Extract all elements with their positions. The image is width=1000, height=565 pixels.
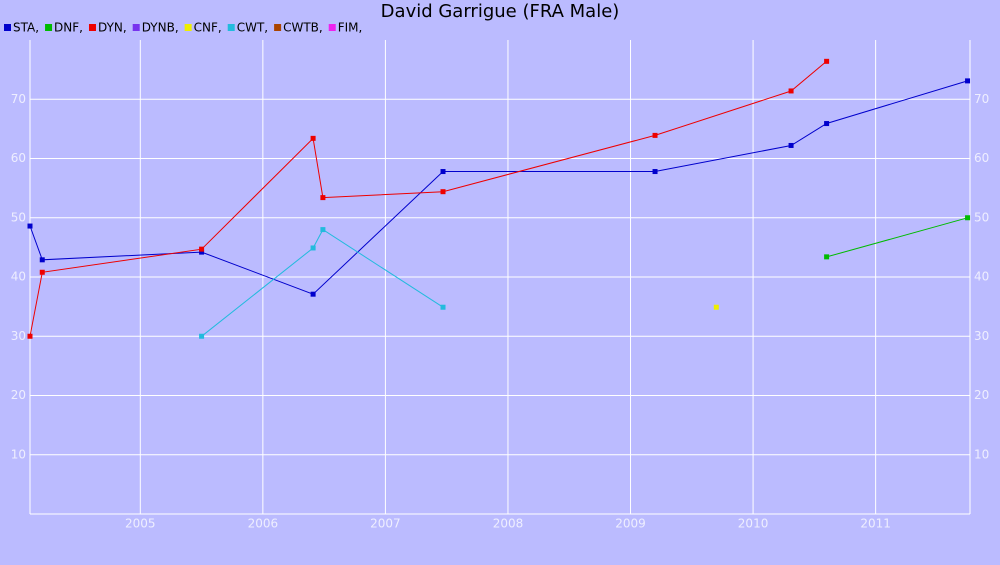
point-marker — [440, 189, 446, 195]
y2-tick-label: 40 — [974, 270, 989, 284]
legend-label: DNF, — [54, 21, 83, 35]
y-tick-label: 10 — [11, 447, 26, 461]
x-tick-label: 2011 — [860, 517, 891, 531]
legend-label: FIM, — [338, 21, 363, 35]
point-marker — [788, 88, 794, 94]
legend-label: STA, — [13, 21, 39, 35]
legend-swatch — [45, 24, 53, 31]
legend-swatch — [88, 24, 96, 31]
point-marker — [824, 121, 830, 127]
legend-label: DYN, — [98, 21, 127, 35]
x-tick-label: 2009 — [615, 517, 646, 531]
y2-tick-label: 50 — [974, 210, 989, 224]
legend-swatch — [184, 24, 192, 31]
point-marker — [788, 142, 794, 148]
y-tick-label: 20 — [11, 388, 26, 402]
x-tick-label: 2005 — [125, 517, 156, 531]
point-marker — [713, 304, 719, 310]
x-tick-label: 2006 — [248, 517, 279, 531]
point-marker — [310, 135, 316, 141]
point-marker — [440, 304, 446, 310]
point-marker — [824, 254, 830, 260]
y2-tick-label: 30 — [974, 329, 989, 343]
y2-tick-label: 60 — [974, 151, 989, 165]
point-marker — [320, 227, 326, 233]
point-marker — [199, 333, 205, 339]
point-marker — [824, 58, 830, 64]
point-marker — [440, 169, 446, 175]
x-tick-label: 2007 — [370, 517, 401, 531]
legend-swatch — [132, 24, 140, 31]
point-marker — [310, 245, 316, 251]
legend-label: CNF, — [194, 21, 222, 35]
point-marker — [199, 249, 205, 255]
chart-title: David Garrigue (FRA Male) — [381, 1, 620, 22]
y-tick-label: 40 — [11, 270, 26, 284]
point-marker — [310, 291, 316, 297]
legend-swatch — [227, 24, 235, 31]
y-tick-label: 50 — [11, 210, 26, 224]
point-marker — [652, 132, 658, 138]
y-tick-label: 30 — [11, 329, 26, 343]
series-line — [826, 217, 968, 258]
point-marker — [27, 333, 33, 339]
point-marker — [199, 246, 205, 252]
legend-swatch — [274, 24, 282, 31]
series-line — [201, 228, 444, 337]
y2-tick-label: 70 — [974, 92, 989, 106]
point-marker — [965, 78, 971, 84]
legend-swatch — [4, 24, 11, 31]
y2-tick-label: 10 — [974, 447, 989, 461]
point-marker — [39, 257, 45, 263]
point-marker — [965, 215, 971, 221]
y-tick-label: 70 — [11, 92, 26, 106]
legend-label: CWT, — [237, 21, 268, 35]
legend-swatch — [328, 24, 336, 31]
point-marker — [39, 269, 45, 275]
point-marker — [320, 195, 326, 201]
x-tick-label: 2010 — [738, 517, 769, 531]
legend-label: CWTB, — [283, 21, 323, 35]
point-marker — [27, 223, 33, 229]
y2-tick-label: 20 — [974, 388, 989, 402]
point-marker — [652, 169, 658, 175]
y-tick-label: 60 — [11, 151, 26, 165]
legend-label: DYNB, — [142, 21, 179, 35]
x-tick-label: 2008 — [493, 517, 524, 531]
